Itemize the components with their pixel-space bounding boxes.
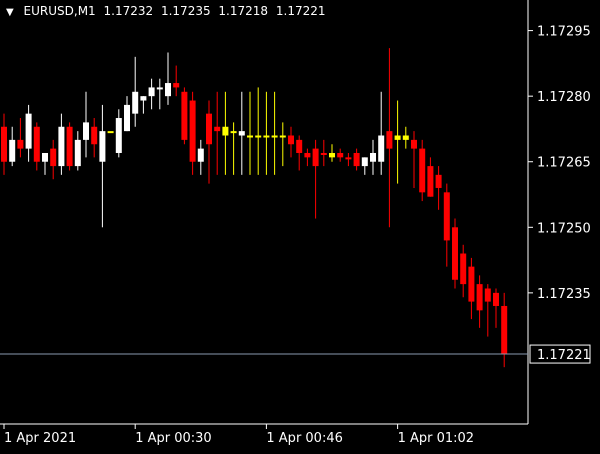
candle-body — [255, 135, 262, 138]
candle-body — [66, 126, 73, 167]
candle-body — [296, 139, 303, 153]
candle-body — [493, 292, 499, 306]
candle-body — [411, 139, 417, 149]
candle-body — [427, 166, 434, 197]
candle-body — [91, 126, 98, 145]
time-tick-label: 1 Apr 00:46 — [266, 431, 343, 446]
candle-body — [1, 126, 7, 162]
candle-body — [345, 157, 352, 160]
price-tick-label: 1.17265 — [537, 156, 591, 171]
candle-body — [394, 135, 401, 140]
candle-body — [107, 131, 114, 134]
candle-body — [468, 266, 475, 302]
current-price-box — [529, 344, 591, 364]
time-tick-label: 1 Apr 2021 — [4, 431, 76, 446]
price-tick-label: 1.17280 — [537, 90, 591, 105]
candle-body — [238, 131, 245, 136]
candle-body — [165, 83, 171, 97]
candle-body — [402, 135, 409, 140]
candle-body — [247, 135, 253, 138]
price-tick-label: 1.17295 — [537, 25, 591, 40]
candle-body — [83, 122, 89, 140]
candle-body — [386, 131, 393, 149]
candle-body — [378, 135, 385, 162]
candle-body — [214, 126, 221, 132]
candle-body — [25, 113, 32, 149]
candle-body — [484, 288, 491, 302]
candle-body — [337, 152, 344, 158]
time-tick-label: 1 Apr 00:30 — [135, 431, 212, 446]
candle-body — [74, 139, 81, 167]
candle-body — [42, 152, 48, 162]
candle-body — [99, 131, 106, 162]
candle-body — [288, 135, 294, 145]
candle-body — [320, 152, 327, 155]
candle-body — [9, 139, 16, 162]
candle-body — [132, 91, 139, 114]
candle-body — [443, 192, 450, 241]
candle-body — [361, 157, 368, 167]
dropdown-triangle-icon[interactable]: ▼ — [6, 7, 14, 18]
candle-body — [50, 148, 57, 167]
candle-body — [230, 131, 237, 134]
chart-header: ▼ EURUSD,M1 1.17232 1.17235 1.17218 1.17… — [6, 4, 330, 18]
candle-body — [476, 284, 483, 311]
candle-body — [329, 152, 335, 158]
candle-body — [263, 135, 270, 138]
candle-body — [189, 100, 196, 162]
candle-body — [271, 135, 278, 138]
candle-body — [140, 96, 147, 101]
candle-body — [206, 113, 212, 145]
symbol-label: EURUSD,M1 — [23, 4, 96, 18]
current-price-label: 1.17221 — [537, 348, 591, 363]
candle-body — [419, 148, 426, 193]
high-price: 1.17235 — [160, 4, 211, 18]
time-tick-label: 1 Apr 01:02 — [398, 431, 475, 446]
open-price: 1.17232 — [103, 4, 154, 18]
candle-body — [181, 91, 188, 140]
candle-body — [173, 83, 180, 88]
price-tick-label: 1.17235 — [537, 287, 591, 302]
candle-body — [222, 126, 229, 136]
candle-body — [156, 87, 163, 90]
candle-body — [148, 87, 155, 97]
candle-body — [17, 139, 24, 149]
candle-body — [304, 152, 311, 158]
candle-body — [279, 135, 286, 138]
candle-body — [452, 227, 458, 280]
close-price: 1.17221 — [275, 4, 326, 18]
candle-body — [501, 305, 508, 355]
candle-body — [460, 253, 467, 285]
candle-body — [58, 126, 65, 167]
candle-body — [124, 104, 130, 132]
candle-body — [33, 126, 40, 162]
candle-body — [370, 152, 376, 162]
price-tick-label: 1.17250 — [537, 221, 591, 236]
candle-body — [197, 148, 204, 162]
candle-body — [353, 152, 360, 167]
low-price: 1.17218 — [218, 4, 269, 18]
candle-body — [115, 118, 122, 153]
candle-body — [312, 148, 319, 167]
candle-body — [435, 174, 442, 188]
